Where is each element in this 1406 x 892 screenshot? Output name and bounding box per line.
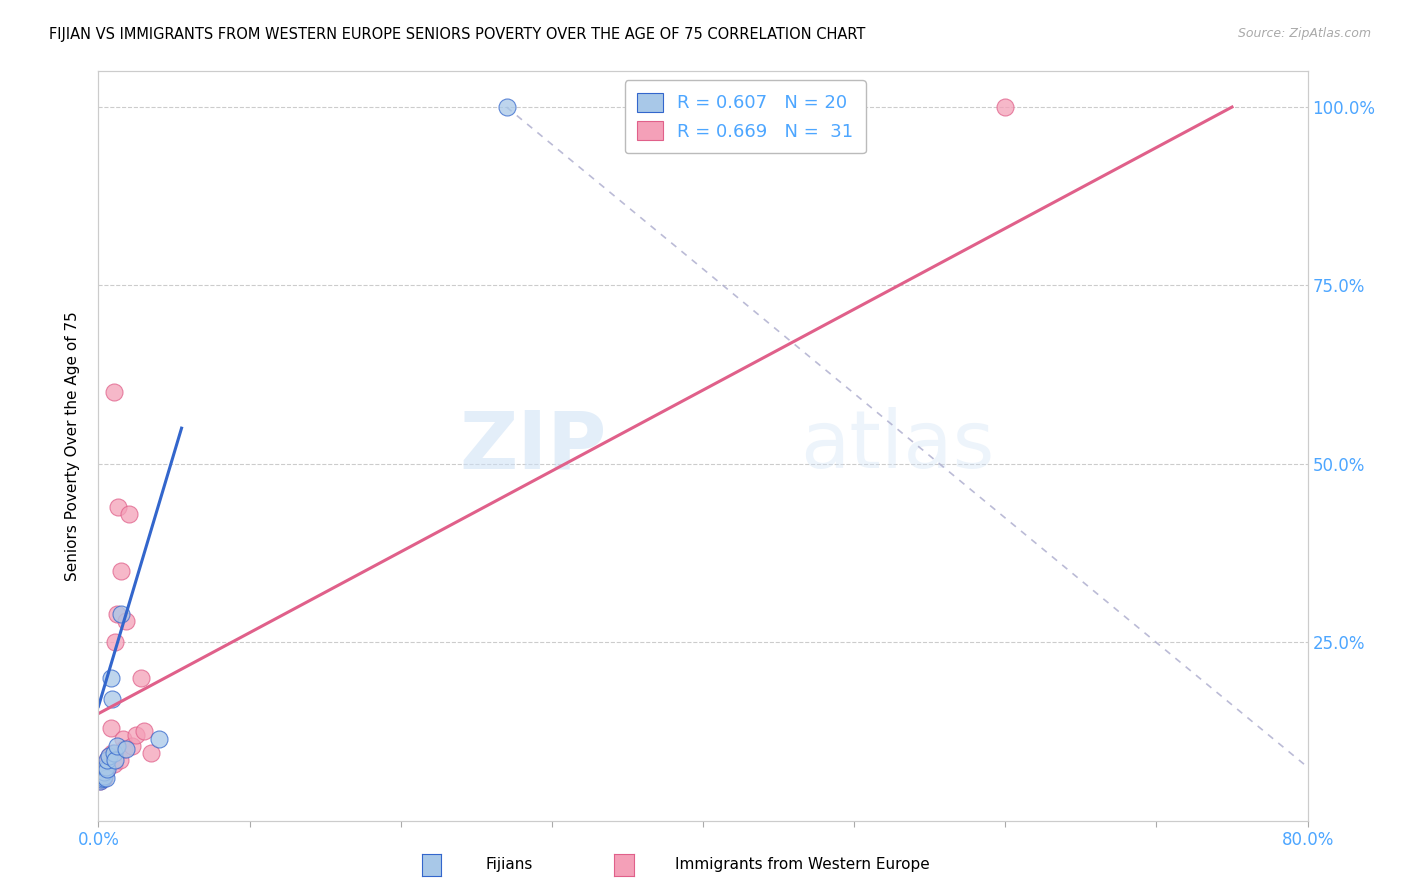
Text: Immigrants from Western Europe: Immigrants from Western Europe: [675, 857, 929, 872]
Point: [96, 753, 118, 767]
Point: [107, 500, 129, 514]
Y-axis label: Seniors Poverty Over the Age of 75: Seniors Poverty Over the Age of 75: [65, 311, 80, 581]
Point: [90, 772, 112, 787]
Point: [93, 767, 115, 781]
Point: [103, 756, 125, 771]
Point: [90, 772, 112, 787]
Point: [105, 739, 128, 753]
Point: [91, 765, 114, 780]
Point: [114, 742, 136, 756]
Point: [103, 746, 125, 760]
Point: [110, 607, 132, 621]
Point: [89, 774, 111, 789]
Point: [100, 721, 122, 735]
Text: Fijians: Fijians: [485, 857, 533, 872]
Point: [112, 742, 135, 756]
Point: [121, 739, 143, 753]
Point: [103, 385, 125, 400]
Text: Source: ZipAtlas.com: Source: ZipAtlas.com: [1237, 27, 1371, 40]
Point: [96, 753, 118, 767]
Point: [94, 762, 117, 776]
Point: [118, 507, 141, 521]
Point: [90, 769, 112, 783]
Point: [98, 749, 121, 764]
Point: [105, 607, 128, 621]
Point: [94, 764, 117, 778]
Point: [125, 728, 148, 742]
Point: [94, 760, 117, 774]
Point: [93, 769, 115, 783]
Text: ZIP: ZIP: [458, 407, 606, 485]
Point: [129, 671, 152, 685]
Legend: R = 0.607   N = 20, R = 0.669   N =  31: R = 0.607 N = 20, R = 0.669 N = 31: [624, 80, 866, 153]
Point: [90, 771, 112, 785]
Point: [91, 771, 114, 785]
Point: [132, 724, 155, 739]
Text: FIJIAN VS IMMIGRANTS FROM WESTERN EUROPE SENIORS POVERTY OVER THE AGE OF 75 CORR: FIJIAN VS IMMIGRANTS FROM WESTERN EUROPE…: [49, 27, 866, 42]
Point: [93, 771, 115, 785]
Point: [96, 756, 118, 771]
Point: [101, 746, 124, 760]
Point: [94, 771, 117, 785]
Point: [104, 635, 127, 649]
Point: [110, 564, 132, 578]
Point: [89, 774, 111, 789]
Point: [93, 765, 115, 780]
Point: [111, 731, 134, 746]
Point: [994, 100, 1017, 114]
Point: [141, 746, 163, 760]
Point: [98, 749, 121, 764]
Point: [91, 767, 114, 781]
Point: [96, 762, 118, 776]
Point: [148, 731, 170, 746]
Point: [101, 692, 124, 706]
Point: [114, 614, 136, 628]
Text: atlas: atlas: [800, 407, 994, 485]
Point: [104, 753, 127, 767]
Point: [495, 100, 517, 114]
Point: [108, 753, 131, 767]
Point: [100, 671, 122, 685]
Point: [91, 769, 114, 783]
